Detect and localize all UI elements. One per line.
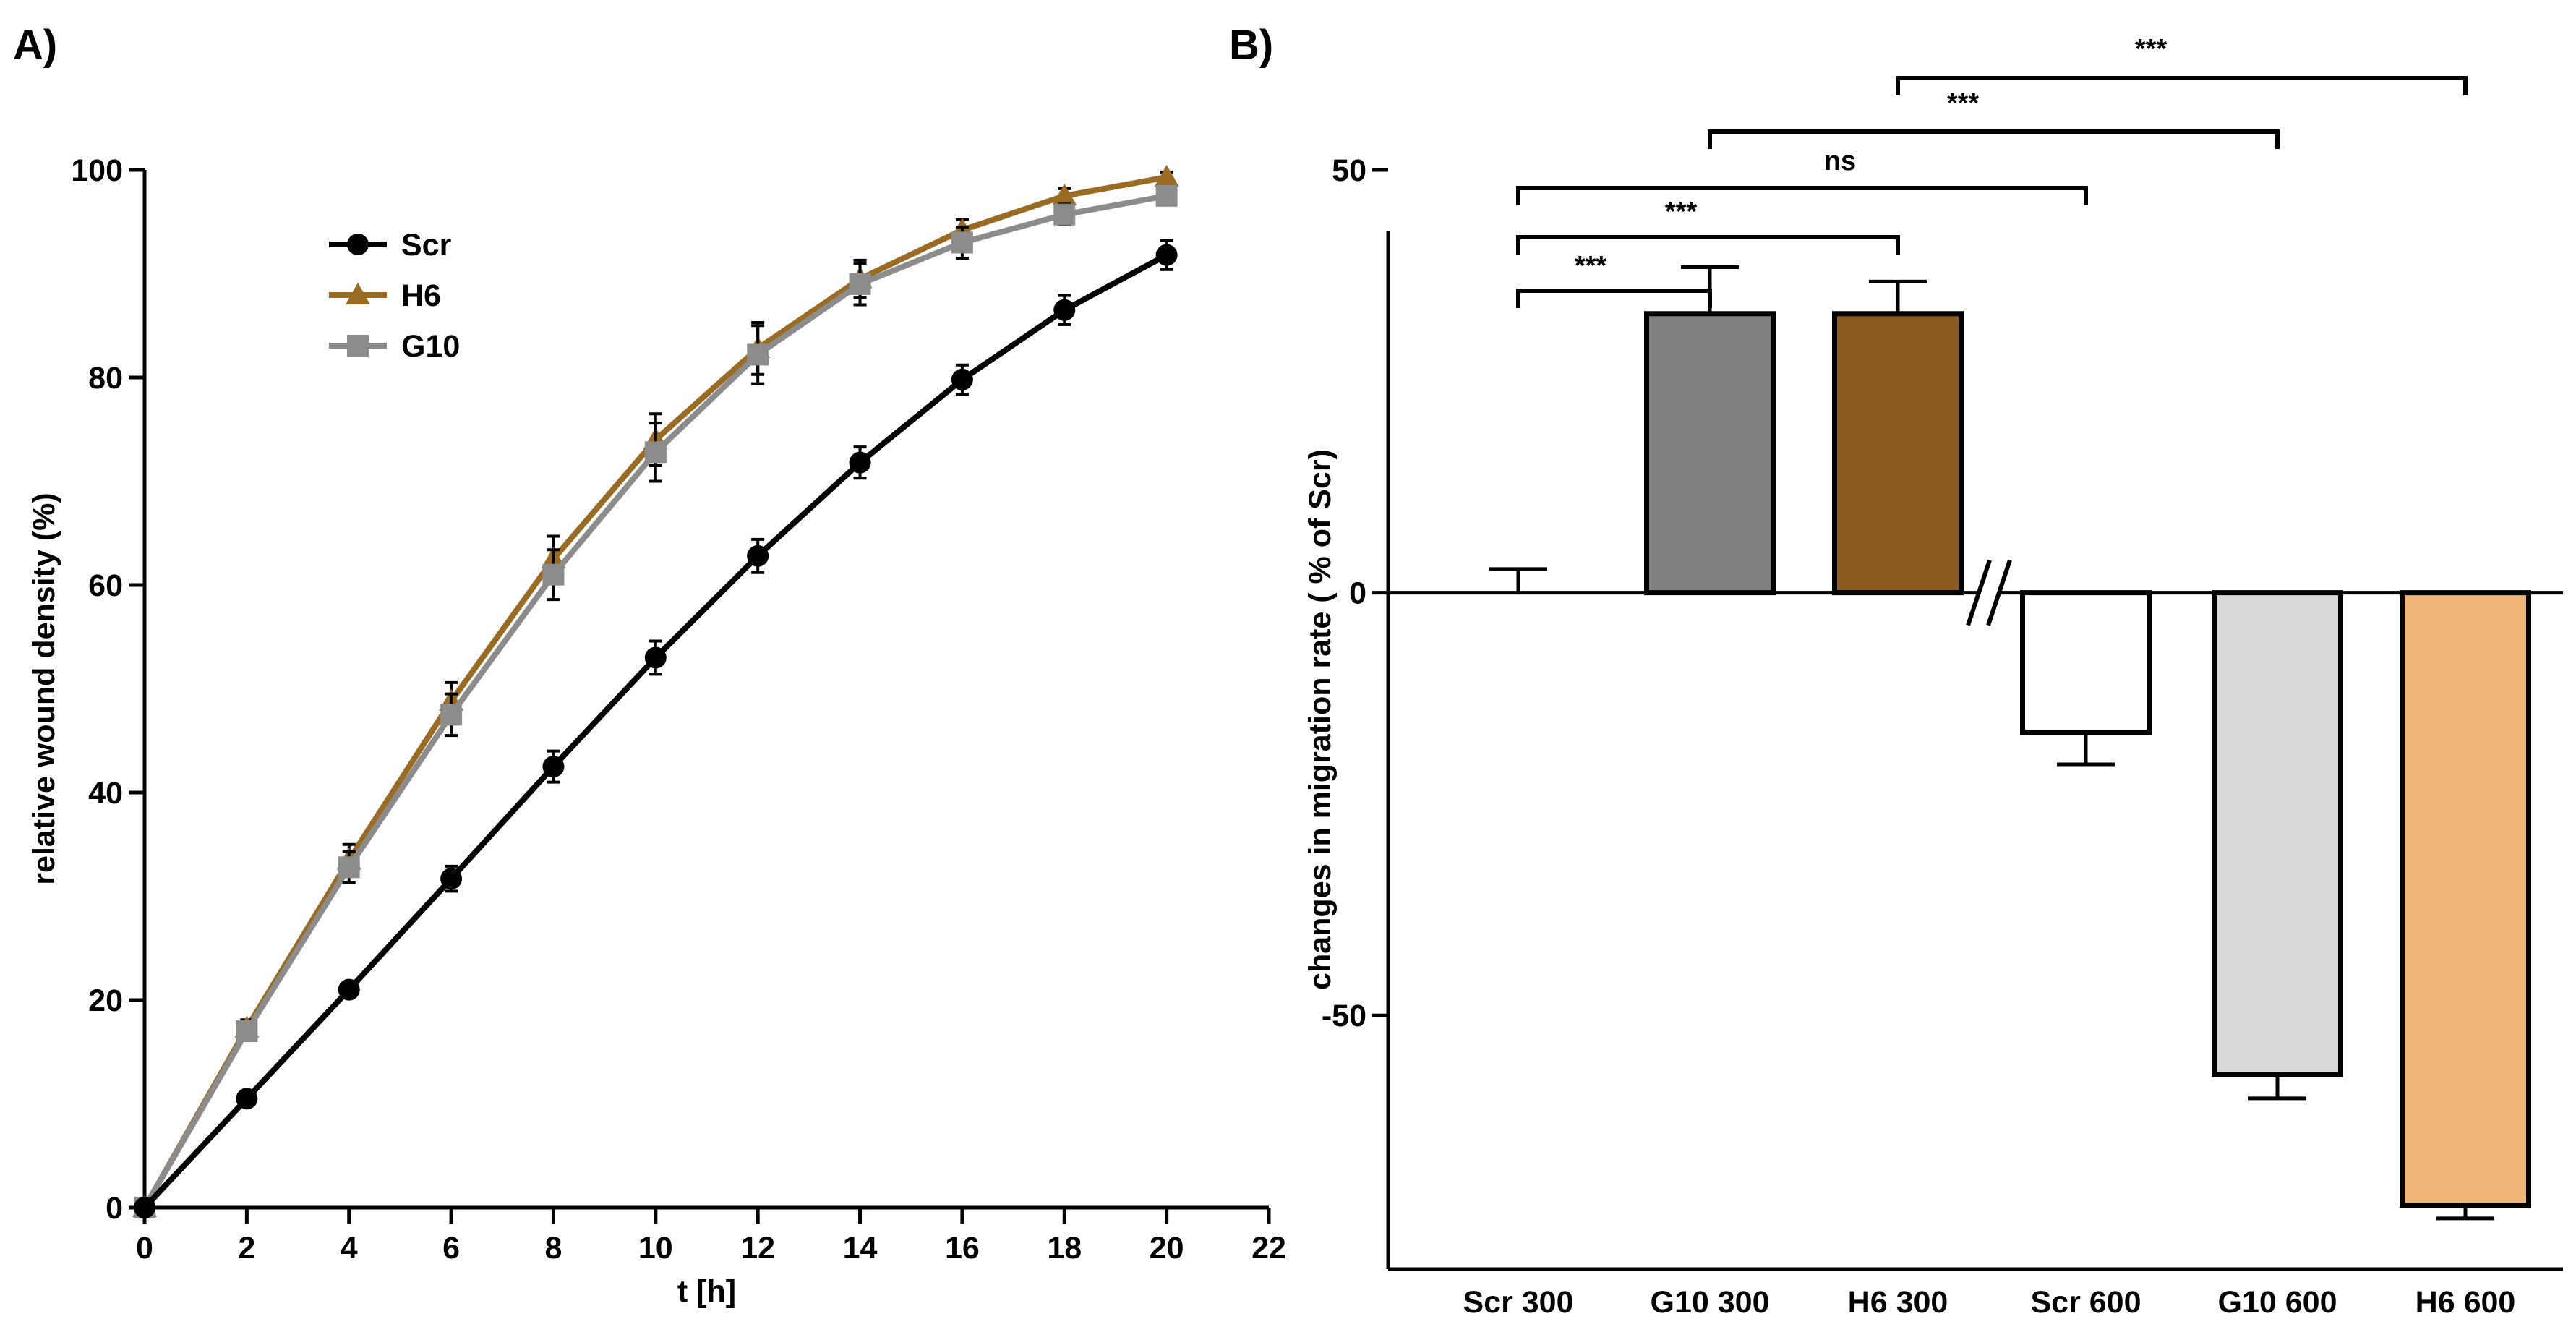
- x-tick-label: 2: [238, 1231, 255, 1265]
- data-point-g10: [1053, 203, 1076, 226]
- data-point-scr: [644, 646, 667, 669]
- legend-marker-scr: [347, 234, 369, 255]
- y-tick-label: 100: [71, 153, 123, 188]
- panel-a-label: A): [13, 22, 57, 69]
- data-point-scr: [338, 978, 360, 1001]
- bracket-line: [1516, 235, 1900, 255]
- data-point-g10: [1155, 184, 1178, 207]
- data-point-scr: [951, 368, 973, 390]
- significance-bracket: ***: [1708, 88, 2280, 149]
- significance-label: ***: [1575, 251, 1607, 281]
- x-tick-label: 10: [638, 1231, 673, 1265]
- y-axis-title: relative wound density (%): [27, 492, 61, 884]
- legend-label-scr: Scr: [401, 228, 452, 262]
- legend-label-h6: H6: [401, 278, 441, 313]
- x-tick-label: 12: [740, 1231, 775, 1265]
- y-tick-label: 0: [106, 1191, 123, 1226]
- series-scr: [134, 239, 1178, 1218]
- legend-label-g10: G10: [401, 329, 460, 364]
- significance-bracket: ***: [1516, 251, 1712, 308]
- x-axis-title: t [h]: [677, 1274, 736, 1309]
- x-tick-label: 22: [1251, 1231, 1286, 1265]
- x-category-label: H6 600: [2415, 1285, 2516, 1320]
- y-tick-label: 20: [88, 983, 123, 1018]
- legend-marker-h6: [346, 283, 370, 304]
- series-line-scr: [142, 252, 1168, 1210]
- data-point-g10: [542, 563, 565, 586]
- x-tick-label: 20: [1150, 1231, 1184, 1265]
- data-point-g10: [644, 441, 667, 464]
- bar-group-scr-600: [2020, 590, 2152, 767]
- legend: Scr H6 G10: [329, 228, 460, 364]
- y-axis-title: changes in migration rate ( % of Scr): [1303, 449, 1338, 990]
- bracket-line: [1516, 289, 1712, 308]
- data-point-scr: [134, 1197, 155, 1218]
- x-category-label: Scr 300: [1463, 1285, 1573, 1320]
- data-point-g10: [849, 273, 871, 295]
- x-tick-label: 4: [341, 1231, 358, 1265]
- bracket-line: [1708, 129, 2280, 149]
- y-tick-label: 60: [88, 568, 123, 603]
- y-tick-label: 80: [88, 361, 123, 396]
- x-category-label: G10 300: [1651, 1285, 1770, 1320]
- significance-bracket: ***: [1896, 34, 2468, 95]
- data-point-scr: [849, 451, 871, 474]
- data-point-g10: [338, 856, 360, 879]
- bar: [1832, 311, 1964, 596]
- bar: [2400, 590, 2531, 1208]
- data-point-scr: [1155, 244, 1178, 266]
- significance-bracket: ***: [1516, 197, 1900, 255]
- axis-break-mark: [1966, 559, 1992, 626]
- x-tick-label: 0: [136, 1231, 153, 1265]
- bar-chart-panel-b: -50 0 50 changes in migration rate ( % of S…: [1303, 34, 2563, 1320]
- x-category-label: G10 600: [2218, 1285, 2337, 1320]
- bar-group-h6-600: [2400, 590, 2531, 1221]
- series-line-h6: [142, 174, 1168, 1209]
- x-tick-label: 14: [843, 1231, 878, 1265]
- y-tick-label: 40: [88, 776, 123, 811]
- bar: [2212, 590, 2343, 1077]
- y-tick-label: 0: [1349, 576, 1366, 611]
- data-point-scr: [236, 1088, 258, 1110]
- significance-bracket: ns: [1516, 146, 2088, 205]
- data-point-scr: [747, 545, 769, 567]
- series-h6: [132, 165, 1179, 1217]
- data-point-g10: [747, 343, 769, 366]
- line-chart-panel-a: 0 20 40 60 80 100 0 2 4 6 8 10 12 14 16 18 20 22 t [h] rela…: [27, 153, 1286, 1309]
- bar: [1644, 311, 1776, 596]
- data-point-g10: [236, 1020, 258, 1043]
- x-category-label: Scr 600: [2030, 1285, 2141, 1320]
- bar: [2020, 590, 2152, 735]
- significance-label: ***: [2135, 34, 2168, 64]
- data-point-h6: [1052, 183, 1077, 205]
- data-point-scr: [542, 756, 565, 778]
- data-point-scr: [440, 868, 463, 890]
- x-tick-label: 8: [544, 1231, 562, 1265]
- data-point-scr: [1053, 299, 1076, 321]
- x-tick-label: 6: [442, 1231, 460, 1265]
- x-category-label: H6 300: [1848, 1285, 1948, 1320]
- axis-break-mark: [1986, 559, 2012, 626]
- bracket-line: [1896, 76, 2468, 95]
- data-point-g10: [440, 704, 463, 726]
- significance-label: ***: [1665, 197, 1698, 227]
- legend-marker-g10: [347, 335, 369, 357]
- bracket-line: [1516, 186, 2088, 205]
- data-point-g10: [951, 231, 973, 254]
- x-tick-label: 18: [1047, 1231, 1082, 1265]
- bar-group-g10-600: [2212, 590, 2343, 1101]
- data-point-h6: [1154, 165, 1179, 187]
- x-tick-label: 16: [945, 1231, 980, 1265]
- bar-group-g10-300: [1644, 265, 1776, 596]
- bar-group-scr-300: [1489, 567, 1547, 593]
- y-tick-label: 50: [1332, 153, 1366, 188]
- bar-group-h6-300: [1832, 279, 1964, 596]
- series-g10: [134, 184, 1178, 1218]
- significance-label: ns: [1824, 146, 1856, 176]
- panel-b-label: B): [1229, 22, 1273, 69]
- y-tick-label: -50: [1322, 999, 1366, 1033]
- significance-label: ***: [1947, 88, 1980, 119]
